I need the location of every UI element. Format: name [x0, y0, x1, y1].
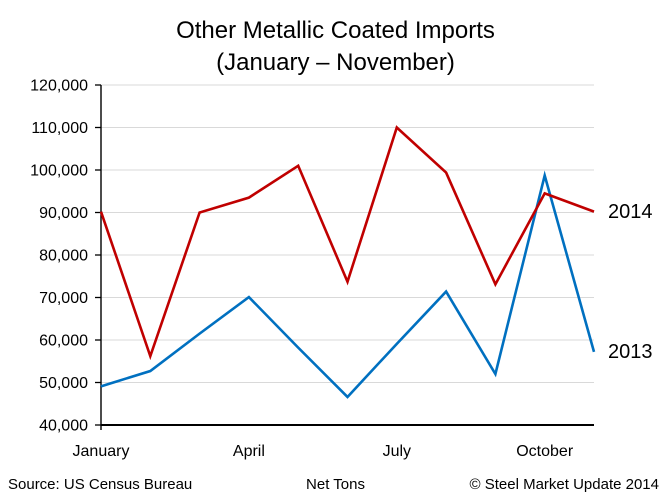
chart-title-line1: Other Metallic Coated Imports — [176, 17, 495, 44]
x-axis-label: October — [516, 443, 574, 460]
series-line-2013 — [100, 170, 596, 399]
series-line-2014 — [99, 125, 595, 361]
y-axis-label: 110,000 — [31, 120, 88, 137]
x-axis-label: April — [233, 443, 265, 460]
units-note: Net Tons — [306, 476, 365, 493]
x-axis-label: July — [383, 443, 411, 460]
series-label-2013: 2013 — [608, 340, 653, 363]
y-axis-label: 80,000 — [39, 248, 88, 265]
y-axis-label: 40,000 — [39, 418, 88, 435]
chart-footer: Source: US Census Bureau Net Tons © Stee… — [0, 475, 671, 497]
y-axis-label: 100,000 — [30, 163, 88, 180]
copyright-note: © Steel Market Update 2014 — [469, 476, 660, 493]
chart-title-line2: (January – November) — [216, 49, 455, 76]
y-axis-label: 70,000 — [39, 290, 88, 307]
y-axis-label: 90,000 — [39, 205, 88, 222]
series-label-2014: 2014 — [608, 200, 653, 223]
x-axis-label: January — [73, 443, 130, 460]
chart-title: Other Metallic Coated Imports (January –… — [0, 15, 671, 79]
y-axis-label: 50,000 — [39, 375, 88, 392]
y-axis-label: 120,000 — [30, 78, 88, 95]
y-axis-label: 60,000 — [39, 333, 88, 350]
source-note: Source: US Census Bureau — [8, 476, 193, 493]
